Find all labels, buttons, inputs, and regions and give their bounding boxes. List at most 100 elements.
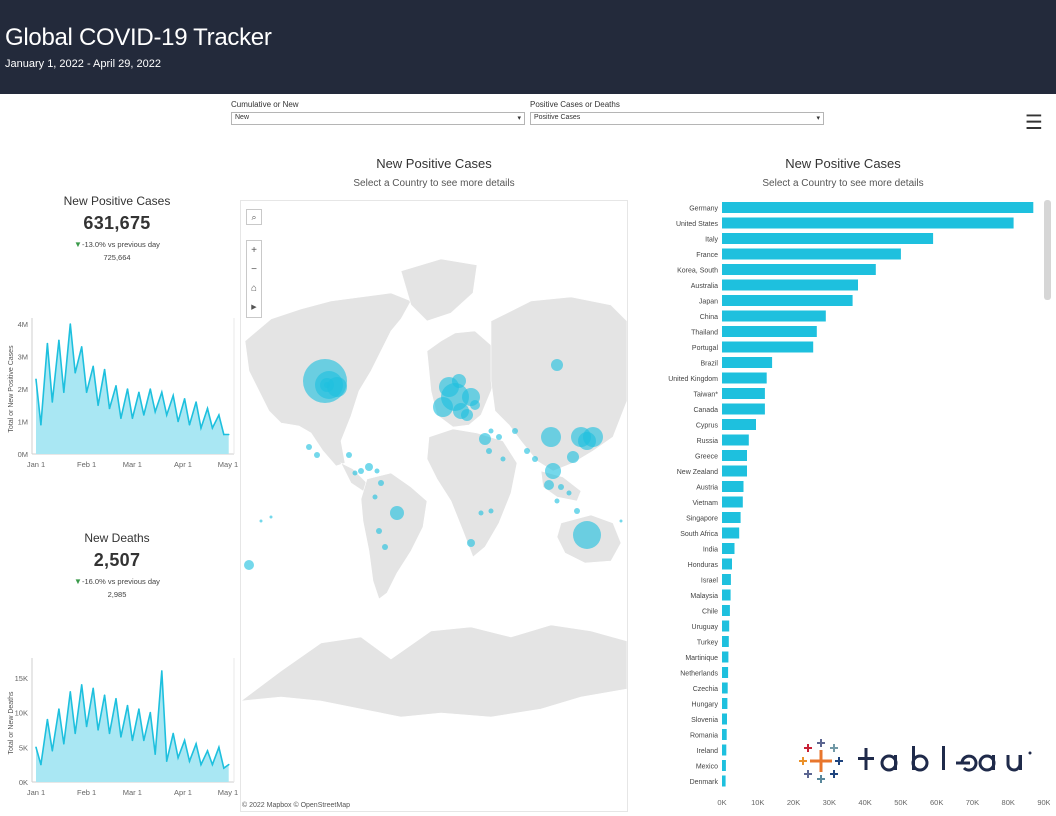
x-tick-label: 90K <box>1037 798 1050 807</box>
bar <box>722 419 756 430</box>
bar <box>722 434 749 446</box>
bar <box>722 357 773 368</box>
bar-category-label: Canada <box>693 407 718 414</box>
data-point <box>200 763 202 766</box>
map-subtitle: Select a Country to see more details <box>353 178 515 189</box>
cases-trend-chart[interactable]: 0M 1M 2M 3M 4M Jan 1 Feb 1 Mar 1 Apr 1 May 1 Total… <box>0 316 240 476</box>
x-tick-label: 80K <box>1002 798 1015 807</box>
data-point <box>35 746 37 749</box>
bar <box>722 744 727 756</box>
data-point <box>97 404 99 407</box>
kpi-previous: 2,985 <box>107 590 127 599</box>
y-tick-label: 4M <box>18 320 28 329</box>
bar-category-label: Martinique <box>685 655 718 662</box>
kpi-value: 2,507 <box>93 550 141 570</box>
bar-category-label: Austria <box>696 485 718 492</box>
search-icon[interactable]: ⌕ <box>246 209 262 225</box>
y-tick-label: 1M <box>18 418 28 427</box>
bar <box>722 233 934 244</box>
x-tick-label: Apr 1 <box>174 788 192 797</box>
data-point <box>46 718 49 721</box>
zoom-in-icon[interactable]: + <box>251 245 257 256</box>
data-point <box>188 760 191 762</box>
bar <box>722 605 730 616</box>
bar-category-label: Slovenia <box>691 717 718 724</box>
triangle-down-icon: ▼ <box>74 577 82 586</box>
dashboard-title: Global COVID-19 Tracker <box>5 24 272 51</box>
data-point <box>69 323 72 325</box>
y-tick-label: 15K <box>15 674 28 683</box>
zoom-out-icon[interactable]: − <box>251 264 257 275</box>
data-point <box>211 427 214 429</box>
data-point <box>51 401 54 403</box>
hamburger-menu-icon[interactable]: ☰ <box>1025 112 1043 134</box>
bar <box>722 713 727 725</box>
y-axis-label: Total or New Deaths <box>8 691 15 755</box>
bar <box>722 760 726 771</box>
data-point <box>206 407 209 410</box>
deaths-trend-chart[interactable]: 0K 5K 10K 15K Jan 1 Feb 1 Mar 1 Apr 1 May 1 Total… <box>0 650 240 812</box>
bar-category-label: India <box>703 547 718 554</box>
bar <box>722 341 814 353</box>
area-fill <box>36 670 229 782</box>
data-point <box>40 424 42 426</box>
bar-category-label: Greece <box>695 454 718 461</box>
bar <box>722 729 727 740</box>
bar <box>722 279 858 291</box>
dropdown-value: New <box>235 114 250 121</box>
data-point <box>92 687 94 690</box>
bar <box>722 543 735 554</box>
x-tick-label: 30K <box>823 798 836 807</box>
data-point <box>195 743 197 745</box>
cumulative-or-new-dropdown[interactable]: New ▾ <box>231 112 525 125</box>
y-tick-label: 3M <box>18 353 28 362</box>
bar <box>722 496 743 508</box>
data-point <box>161 670 163 672</box>
data-point <box>183 398 186 400</box>
bar <box>722 558 732 570</box>
bar-category-label: Czechia <box>693 686 718 693</box>
caret-down-icon: ▾ <box>517 115 521 122</box>
data-point <box>177 756 179 759</box>
bar <box>722 388 765 399</box>
dashboard-header: Global COVID-19 Tracker January 1, 2022 … <box>0 0 1056 94</box>
data-point <box>115 697 117 700</box>
cases-or-deaths-dropdown[interactable]: Positive Cases ▾ <box>530 112 824 125</box>
x-tick-label: Jan 1 <box>27 788 45 797</box>
world-map[interactable] <box>240 200 628 812</box>
data-point <box>35 378 37 381</box>
bar-category-label: France <box>696 252 718 259</box>
bar-category-label: Brazil <box>700 361 718 368</box>
data-point <box>126 388 129 390</box>
data-point <box>58 339 60 342</box>
bar-category-label: Germany <box>689 206 718 213</box>
country-bar-chart[interactable]: Germany United States Italy France Korea, So… <box>640 198 1050 812</box>
map-title: New Positive Cases <box>376 156 492 171</box>
bar-category-label: Korea, South <box>677 268 718 275</box>
data-point <box>74 372 76 374</box>
map-controls: + − ⌂ ▶ <box>246 240 262 318</box>
data-point <box>172 394 174 397</box>
data-point <box>108 407 111 410</box>
bar-category-label: Vietnam <box>692 500 718 507</box>
kpi-previous: 725,664 <box>103 253 131 262</box>
bar-category-label: United Kingdom <box>668 376 718 383</box>
bar-category-label: New Zealand <box>677 469 718 476</box>
data-point <box>80 684 83 686</box>
bar-category-label: Honduras <box>688 562 719 569</box>
data-point <box>143 414 145 416</box>
bar-category-label: Italy <box>705 237 718 244</box>
data-point <box>63 743 65 745</box>
data-point <box>165 760 168 762</box>
bar <box>722 481 744 492</box>
home-icon[interactable]: ⌂ <box>250 283 258 294</box>
kpi-value: 631,675 <box>83 213 151 233</box>
data-point <box>177 420 179 423</box>
data-point <box>103 694 106 696</box>
play-arrow-icon[interactable]: ▶ <box>251 304 257 311</box>
bar <box>722 217 1014 229</box>
data-point <box>206 750 209 752</box>
y-tick-label: 5K <box>19 743 28 752</box>
bar-chart-scrollbar[interactable] <box>1044 200 1051 300</box>
kpi-title: New Positive Cases <box>63 194 171 208</box>
